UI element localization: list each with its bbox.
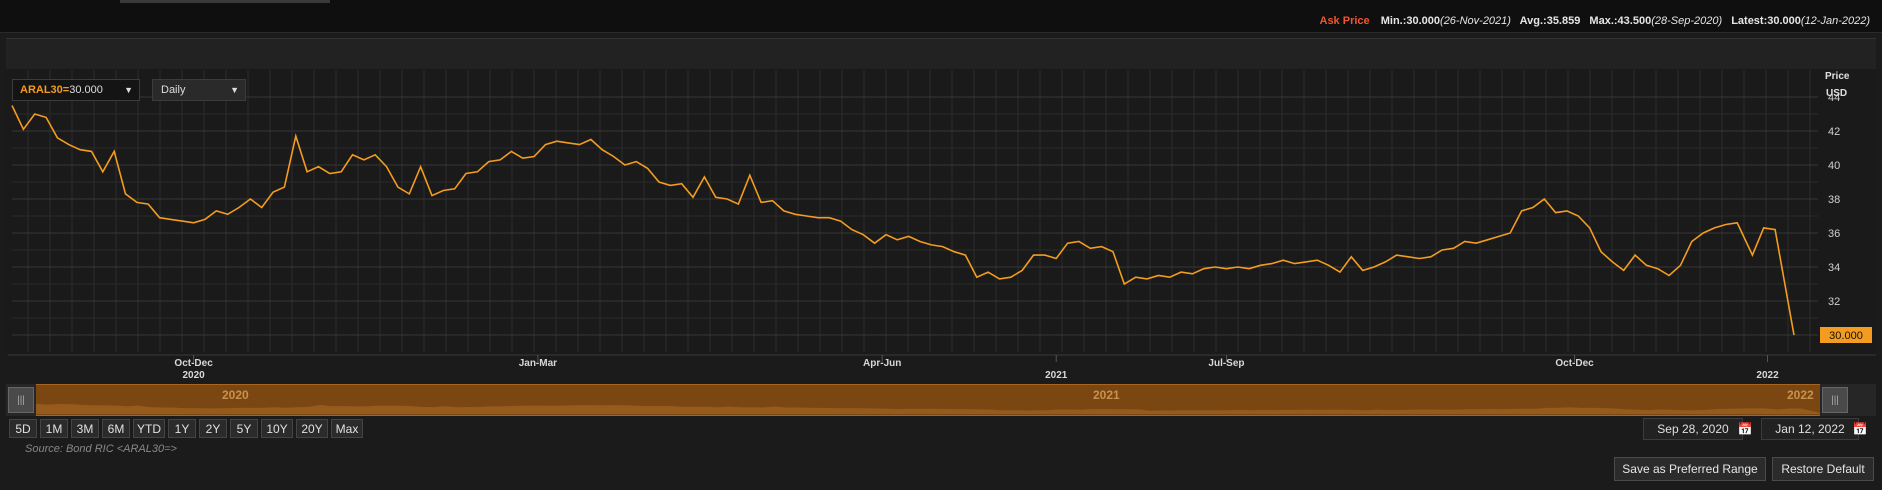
stat-latest: Latest:30.000 — [1731, 15, 1801, 27]
top-tabs — [120, 0, 330, 3]
last-value-tag: 30.000 — [1820, 327, 1872, 343]
x-tick-year-label: 2021 — [1045, 370, 1068, 381]
x-tick-label: Apr-Jun — [863, 358, 901, 369]
range-button-10y[interactable]: 10Y — [261, 419, 293, 438]
range-button-20y[interactable]: 20Y — [296, 419, 328, 438]
last-value: 30.000 — [1829, 330, 1863, 342]
stat-avg: Avg.:35.859 — [1519, 15, 1581, 27]
range-button-5d[interactable]: 5D — [9, 419, 37, 438]
ric-selector[interactable]: ARAL30=30.000 ▼ — [12, 79, 140, 101]
plot-area — [6, 69, 1876, 359]
dropdown-arrow-icon: ▼ — [230, 85, 239, 95]
restore-default-button[interactable]: Restore Default — [1772, 457, 1874, 481]
range-button-5y[interactable]: 5Y — [230, 419, 258, 438]
navigator-label-2021: 2021 — [1093, 388, 1120, 402]
series-label: Ask Price — [1319, 15, 1370, 27]
y-tick-label: 40 — [1828, 160, 1840, 172]
range-button-2y[interactable]: 2Y — [199, 419, 227, 438]
x-tick-label: Oct-Dec — [174, 358, 213, 369]
navigator-label-2022: 2022 — [1787, 388, 1814, 402]
range-button-3m[interactable]: 3M — [71, 419, 99, 438]
save-preferred-range-button[interactable]: Save as Preferred Range — [1614, 457, 1766, 481]
navigator-selection[interactable] — [36, 384, 1820, 416]
top-strip — [0, 0, 1882, 33]
x-tick-label: Jan-Mar — [519, 358, 557, 369]
axis-unit: USD — [1826, 88, 1847, 99]
price-line — [11, 105, 1795, 336]
calendar-icon[interactable]: 📅 — [1737, 422, 1753, 436]
stat-latest-date: (12-Jan-2022) — [1800, 15, 1870, 27]
ric-code: ARAL30= — [20, 84, 70, 96]
y-tick-label: 38 — [1828, 194, 1840, 206]
stat-max-date: (28-Sep-2020) — [1651, 15, 1723, 27]
stat-max: Max.:43.500 — [1589, 15, 1652, 27]
x-tick-year-label: 2022 — [1756, 370, 1779, 381]
axis-title: Price — [1825, 71, 1850, 82]
range-button-1y[interactable]: 1Y — [168, 419, 196, 438]
navigator-left-handle[interactable]: ||| — [8, 387, 34, 413]
range-button-max[interactable]: Max — [331, 419, 363, 438]
range-button-1m[interactable]: 1M — [40, 419, 68, 438]
stat-min: Min.:30.000 — [1380, 15, 1441, 27]
x-tick-label: Jul-Sep — [1208, 358, 1244, 369]
y-tick-label: 34 — [1828, 262, 1840, 274]
y-tick-label: 42 — [1828, 126, 1840, 138]
stats-bar: Ask Price Min.:30.000(26-Nov-2021) Avg.:… — [1320, 15, 1871, 27]
dropdown-arrow-icon: ▼ — [124, 85, 133, 95]
navigator-right-handle[interactable]: ||| — [1822, 387, 1848, 413]
date-from-field[interactable]: Sep 28, 2020 — [1643, 418, 1743, 440]
frequency-select[interactable]: Daily ▼ — [152, 79, 246, 101]
date-to-field[interactable]: Jan 12, 2022 — [1761, 418, 1859, 440]
y-tick-label: 44 — [1828, 92, 1840, 104]
y-tick-label: 32 — [1828, 296, 1840, 308]
x-tick-year-label: 2020 — [182, 370, 205, 381]
navigator-label-2020: 2020 — [222, 388, 249, 402]
ric-value: 30.000 — [69, 84, 103, 96]
x-tick-label: Oct-Dec — [1555, 358, 1594, 369]
source-note: Source: Bond RIC <ARAL30=> — [25, 443, 177, 455]
frequency-value: Daily — [161, 84, 186, 96]
range-button-6m[interactable]: 6M — [102, 419, 130, 438]
calendar-icon[interactable]: 📅 — [1852, 422, 1868, 436]
y-tick-label: 36 — [1828, 228, 1840, 240]
range-button-ytd[interactable]: YTD — [133, 419, 165, 438]
stat-min-date: (26-Nov-2021) — [1440, 15, 1511, 27]
